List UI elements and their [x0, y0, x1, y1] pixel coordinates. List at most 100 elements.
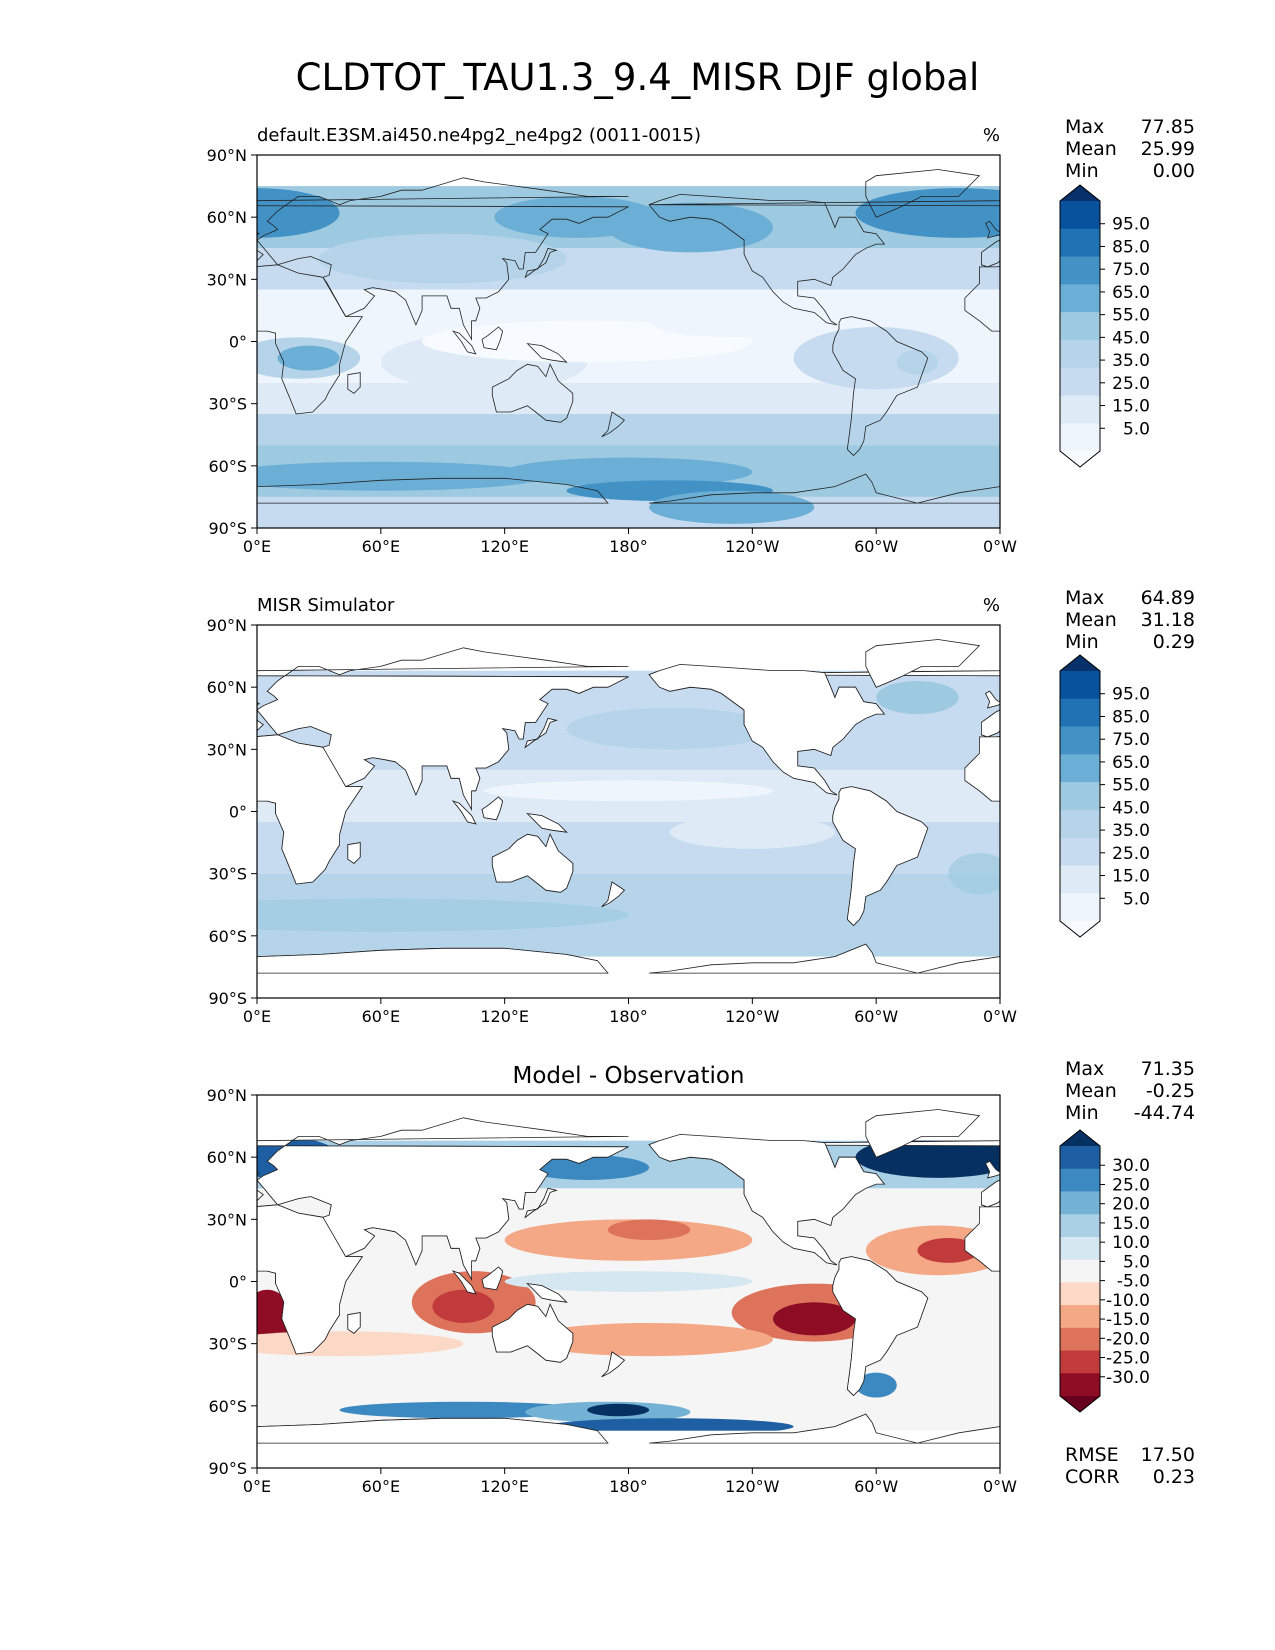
field-band	[257, 414, 1000, 446]
colorbar-segment	[1060, 893, 1100, 922]
stat-value: 77.85	[1140, 116, 1195, 138]
diff-metrics: RMSE 17.50 CORR 0.23	[1065, 1444, 1195, 1488]
observation-map-panel: 90°N 60°N 30°N 0° 30°S 60°S 90°S0°E 60°E 120°E 18…	[207, 595, 1150, 1026]
lon-tick-label: 0°E	[243, 1007, 271, 1026]
lon-tick-label: 180°	[609, 537, 648, 556]
colorbar-segment	[1060, 1327, 1100, 1352]
colorbar-segment	[1060, 698, 1100, 728]
difference-map-panel: 90°N 60°N 30°N 0° 30°S 60°S 90°S0°E 60°E 120°E 18…	[207, 1063, 1150, 1496]
colorbar-segment	[1060, 1146, 1100, 1170]
colorbar-segment	[1060, 201, 1100, 230]
colorbar-extend-max	[1060, 655, 1100, 671]
lat-tick-label: 60°N	[207, 208, 247, 227]
model-map-panel: 90°N 60°N 30°N 0° 30°S 60°S 90°S0°E 60°E 120°E 18…	[207, 125, 1150, 556]
colorbar-segment	[1060, 339, 1100, 369]
field-region	[525, 1155, 650, 1180]
lat-tick-label: 30°N	[207, 270, 247, 289]
lat-tick-label: 60°S	[208, 927, 247, 946]
lon-tick-label: 180°	[609, 1007, 648, 1026]
metric-label: CORR	[1065, 1466, 1120, 1488]
field-region	[948, 852, 1000, 895]
colorbar-segment	[1060, 1282, 1100, 1306]
colorbar-outline	[1059, 1129, 1101, 1413]
lat-tick-label: 0°	[229, 803, 247, 822]
stat-value: -0.25	[1145, 1080, 1195, 1102]
panel-title: default.E3SM.ai450.ne4pg2_ne4pg2 (0011-0…	[257, 125, 701, 146]
colorbar-segment	[1060, 1168, 1100, 1192]
lat-tick-label: 90°S	[208, 1459, 247, 1478]
observation-field	[257, 625, 1000, 998]
colorbar-tick-label: 55.0	[1112, 306, 1150, 326]
lat-tick-label: 30°N	[207, 1210, 247, 1229]
metric-label: RMSE	[1065, 1444, 1119, 1466]
field-region	[277, 345, 340, 371]
colorbar-extend-min	[1060, 1396, 1100, 1412]
stat-label: Mean	[1065, 138, 1117, 160]
field-region	[876, 680, 959, 715]
lon-tick-label: 180°	[609, 1477, 648, 1496]
colorbar-tick-label: 65.0	[1112, 283, 1150, 303]
field-region	[607, 1219, 691, 1241]
lat-tick-label: 30°S	[208, 865, 247, 884]
stat-label: Mean	[1065, 1080, 1117, 1102]
field-region	[545, 1418, 794, 1435]
colorbar-segment	[1060, 754, 1100, 783]
colorbar-segment	[1060, 865, 1100, 894]
lon-tick-label: 120°E	[480, 1007, 529, 1026]
colorbar-extend-min	[1060, 451, 1100, 467]
field-region	[896, 349, 939, 375]
panel-title: Model - Observation	[512, 1063, 744, 1089]
colorbar-tick-label: 85.0	[1112, 237, 1150, 257]
stat-label: Min	[1065, 631, 1099, 653]
colorbar-segment	[1060, 1373, 1100, 1397]
lat-tick-label: 60°N	[207, 1148, 247, 1167]
metric-value: 0.23	[1152, 1466, 1195, 1488]
lon-tick-label: 120°W	[725, 1477, 780, 1496]
lon-tick-label: 120°E	[480, 1477, 529, 1496]
colorbar-tick-label: 45.0	[1112, 328, 1150, 348]
colorbar-tick-label: 95.0	[1112, 215, 1150, 235]
lat-tick-label: 60°N	[207, 678, 247, 697]
lat-tick-label: 90°S	[208, 989, 247, 1008]
colorbar-tick-label: -10.0	[1106, 1291, 1150, 1311]
lon-tick-label: 0°W	[983, 1007, 1017, 1026]
field-region	[257, 898, 629, 932]
lon-tick-label: 60°E	[362, 1477, 400, 1496]
colorbar-extend-min	[1060, 921, 1100, 937]
stat-label: Max	[1065, 587, 1105, 609]
colorbar-segment	[1060, 284, 1100, 313]
lon-tick-label: 0°W	[983, 537, 1017, 556]
colorbar-tick-label: -30.0	[1106, 1368, 1150, 1388]
colorbar-tick-label: 25.0	[1112, 1175, 1150, 1195]
stat-value: -44.74	[1133, 1102, 1195, 1124]
lat-tick-label: 0°	[229, 333, 247, 352]
field-region	[566, 707, 773, 750]
field-region	[504, 457, 753, 487]
colorbar-segment	[1060, 256, 1100, 285]
colorbar-tick-label: 30.0	[1112, 1156, 1150, 1176]
colorbar-tick-label: 5.0	[1123, 1252, 1150, 1272]
lat-tick-label: 60°S	[208, 457, 247, 476]
colorbar-outline	[1059, 654, 1101, 938]
colorbar-extend-max	[1060, 185, 1100, 201]
colorbar-tick-label: -5.0	[1117, 1272, 1150, 1292]
field-band	[257, 496, 1000, 528]
stat-value: 0.29	[1152, 631, 1195, 653]
colorbar-segment	[1060, 809, 1100, 839]
field-region	[649, 490, 815, 524]
lat-tick-label: 30°N	[207, 740, 247, 759]
stat-label: Min	[1065, 160, 1099, 182]
colorbar-tick-label: 95.0	[1112, 685, 1150, 705]
figure-title: CLDTOT_TAU1.3_9.4_MISR DJF global	[295, 56, 980, 99]
colorbar-tick-label: 20.0	[1112, 1195, 1150, 1215]
field-region	[339, 1401, 588, 1419]
colorbar-segment	[1060, 1214, 1100, 1238]
colorbar-tick-label: 5.0	[1123, 889, 1150, 909]
field-band	[257, 155, 1000, 187]
stat-value: 64.89	[1140, 587, 1195, 609]
stat-value: 71.35	[1140, 1058, 1195, 1080]
field-region	[607, 202, 773, 253]
colorbar-segment	[1060, 837, 1100, 866]
colorbar-segment	[1060, 1305, 1100, 1329]
metric-value: 17.50	[1140, 1444, 1195, 1466]
